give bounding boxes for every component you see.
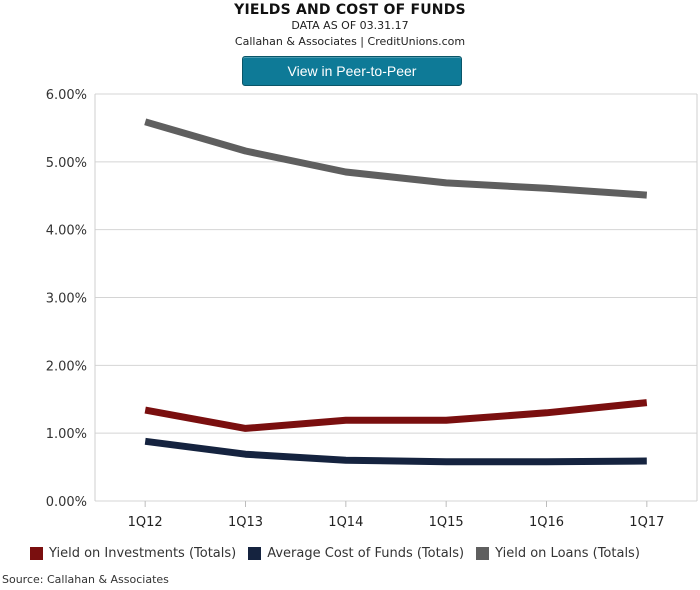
y-tick-label: 6.00% <box>46 88 87 103</box>
legend-item-cost-of-funds: Average Cost of Funds (Totals) <box>248 546 464 561</box>
legend-label-loans: Yield on Loans (Totals) <box>495 546 640 561</box>
x-tick-label: 1Q16 <box>529 515 564 530</box>
legend-swatch-investments <box>30 547 43 560</box>
line-chart: 0.00% 1.00% 2.00% 3.00% 4.00% 5.00% 6.00% 1Q12 1… <box>46 88 698 530</box>
series-line-0 <box>144 399 648 432</box>
y-tick-label: 1.00% <box>46 427 87 442</box>
credit-line: Callahan & Associates | CreditUnions.com <box>234 35 466 48</box>
chart-header: YIELDS AND COST OF FUNDS DATA AS OF 03.3… <box>0 0 700 50</box>
chart-title: YIELDS AND COST OF FUNDS <box>234 2 466 18</box>
legend-label-cost-of-funds: Average Cost of Funds (Totals) <box>267 546 465 561</box>
series-line-2 <box>144 118 648 199</box>
legend-item-loans: Yield on Loans (Totals) <box>476 546 640 561</box>
x-tick-label: 1Q14 <box>328 515 363 530</box>
data-date: DATA AS OF 03.31.17 <box>291 19 409 32</box>
x-tick-label: 1Q15 <box>429 515 464 530</box>
y-tick-label: 4.00% <box>46 224 87 239</box>
chart-legend: Yield on Investments (Totals) Average Co… <box>30 546 652 561</box>
legend-swatch-cost-of-funds <box>248 547 262 560</box>
series-line-1 <box>144 437 647 466</box>
source-note: Source: Callahan & Associates <box>2 573 169 586</box>
legend-swatch-loans <box>476 547 490 560</box>
y-tick-label: 2.00% <box>46 359 87 374</box>
y-tick-label: 3.00% <box>46 292 87 307</box>
legend-item-investments: Yield on Investments (Totals) <box>30 546 236 561</box>
y-tick-label: 0.00% <box>46 495 87 510</box>
legend-label-investments: Yield on Investments (Totals) <box>49 546 237 561</box>
x-tick-label: 1Q12 <box>128 515 163 530</box>
y-tick-label: 5.00% <box>46 156 87 171</box>
view-in-peer-to-peer-button[interactable]: View in Peer-to-Peer <box>242 56 462 86</box>
x-tick-label: 1Q17 <box>629 515 664 530</box>
x-tick-label: 1Q13 <box>228 515 263 530</box>
